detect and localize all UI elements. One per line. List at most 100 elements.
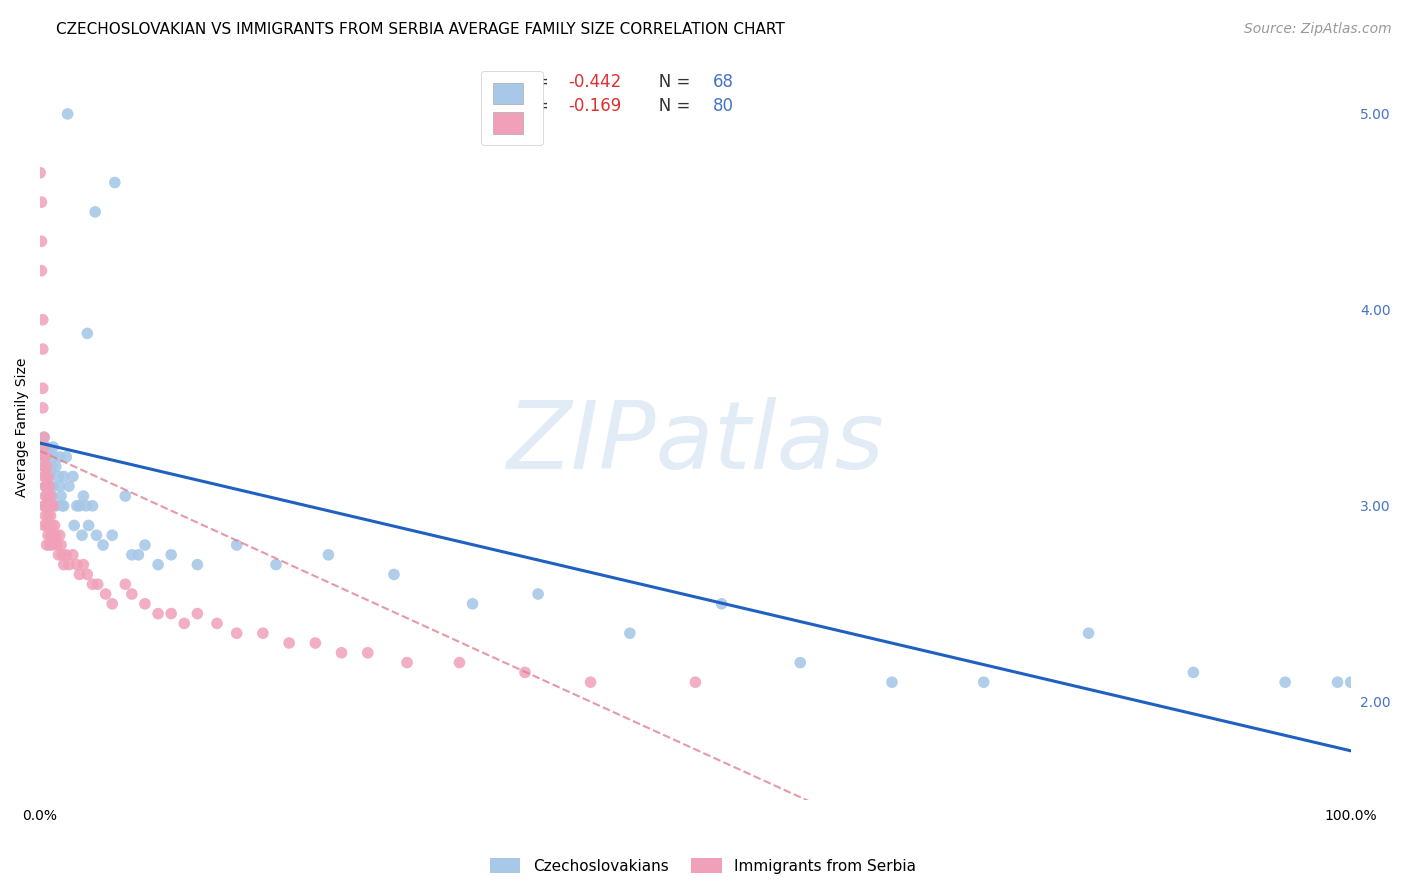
Point [30,166,52,180]
Point [37,489,59,503]
Point [41,459,63,474]
Point [42,479,65,493]
Point [685,675,707,690]
Point [49,479,72,493]
Point [86,528,108,542]
Point [49,489,72,503]
Point [41,538,63,552]
Point [35,479,58,493]
Legend: , : , [481,71,543,145]
Point [56,107,79,121]
Point [38,479,60,493]
Point [35,489,58,503]
Point [42,440,65,454]
Point [30,235,52,249]
Point [35,518,58,533]
Point [62,548,84,562]
Point [55,548,77,562]
Point [34,450,56,464]
Point [32,459,55,474]
Point [32,459,55,474]
Point [205,616,228,631]
Point [461,597,484,611]
Point [37,528,59,542]
Point [34,450,56,464]
Point [127,548,149,562]
Point [357,646,380,660]
Point [225,538,247,552]
Text: N =: N = [643,96,696,115]
Point [37,508,59,523]
Point [34,479,56,493]
Point [38,538,60,552]
Point [449,656,471,670]
Point [330,646,353,660]
Point [72,558,94,572]
Point [31,381,53,395]
Point [94,587,117,601]
Point [51,548,73,562]
Point [58,479,80,493]
Point [49,450,72,464]
Point [52,499,75,513]
Point [34,479,56,493]
Point [38,469,60,483]
Point [114,577,136,591]
Point [45,459,67,474]
Point [77,518,100,533]
Point [41,518,63,533]
Point [41,499,63,513]
Y-axis label: Average Family Size: Average Family Size [15,358,30,497]
Point [34,469,56,483]
Point [146,558,169,572]
Point [34,508,56,523]
Point [62,469,84,483]
Point [67,567,90,582]
Point [51,499,73,513]
Point [619,626,641,640]
Point [42,528,65,542]
Point [32,430,55,444]
Point [134,597,156,611]
Point [63,518,86,533]
Point [31,401,53,415]
Point [252,626,274,640]
Text: R =: R = [519,96,560,115]
Point [789,656,811,670]
Text: ZIPatlas: ZIPatlas [506,397,884,488]
Point [121,587,143,601]
Point [31,342,53,356]
Text: -0.169: -0.169 [568,96,621,115]
Point [48,548,70,562]
Point [225,626,247,640]
Point [35,538,58,552]
Point [49,528,72,542]
Point [32,518,55,533]
Point [30,263,52,277]
Point [35,440,58,454]
Point [32,440,55,454]
Point [39,464,62,478]
Point [114,489,136,503]
Point [82,499,104,513]
Point [146,607,169,621]
Point [264,558,287,572]
Point [134,538,156,552]
Point [34,440,56,454]
Point [101,528,124,542]
Point [34,489,56,503]
Point [46,538,69,552]
Point [45,528,67,542]
Text: R =: R = [519,73,554,91]
Point [160,548,183,562]
Text: -0.442: -0.442 [568,73,621,91]
Point [37,469,59,483]
Point [87,577,110,591]
Point [66,558,89,572]
Point [186,558,208,572]
Point [35,499,58,513]
Point [880,675,903,690]
Point [30,195,52,210]
Point [32,499,55,513]
Point [75,499,97,513]
